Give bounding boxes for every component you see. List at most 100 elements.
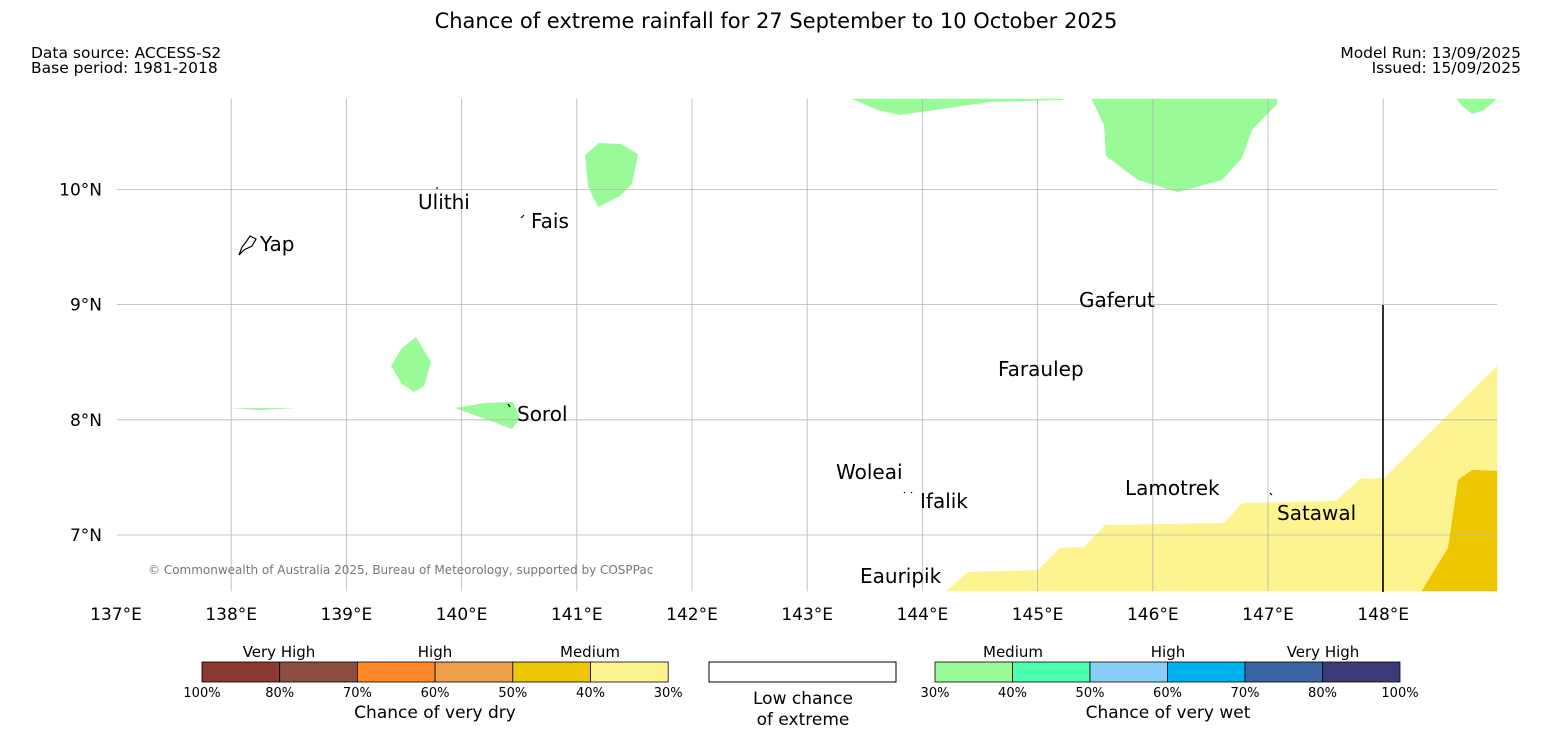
place-label-ulithi: Ulithi: [418, 190, 470, 214]
legend-low-line2: of extreme: [757, 710, 850, 730]
legend-wet-tick: 70%: [1231, 686, 1260, 701]
lat-tick-label: 7°N: [70, 526, 102, 546]
place-label-woleai: Woleai: [836, 460, 903, 484]
legend-wet-swatch: [1322, 661, 1401, 683]
wet-area: [455, 402, 520, 429]
issued-date: Issued: 15/09/2025: [1371, 59, 1521, 77]
legend-dry-tick: 60%: [421, 686, 450, 701]
legend-wet-swatches: [934, 661, 1401, 683]
legend-wet: Medium High Very High 30% 40% 50% 60% 70% 80%…: [921, 643, 1419, 723]
legend-wet-swatch: [1244, 661, 1323, 683]
place-label-satawal: Satawal: [1277, 501, 1356, 525]
legend-dry-header-high: High: [418, 643, 452, 661]
legend-dry-tick: 70%: [343, 686, 372, 701]
legend-dry-tick: 100%: [183, 686, 220, 701]
legend-wet-tick: 30%: [921, 686, 950, 701]
legend-wet-swatch: [1089, 661, 1168, 683]
legend-dry-swatch: [201, 661, 281, 683]
legend-low-chance: Low chance of extreme: [708, 661, 897, 730]
legend-dry-swatch: [434, 661, 514, 683]
place-label-ifalik: Ifalik: [920, 489, 968, 513]
lon-tick-label: 148°E: [1357, 605, 1409, 625]
fais-island-mark: [520, 214, 525, 219]
legend-wet-header-high: High: [1151, 643, 1185, 661]
lon-tick-label: 143°E: [781, 605, 833, 625]
legend-dry-title: Chance of very dry: [354, 703, 516, 723]
lon-tick-label: 146°E: [1127, 605, 1179, 625]
metadata-right: Model Run: 13/09/2025 Issued: 15/09/2025: [1340, 44, 1521, 77]
legend-dry-swatches: [201, 661, 669, 683]
lat-tick-label: 10°N: [59, 180, 102, 200]
legend-wet-swatch: [1167, 661, 1246, 683]
legend-dry-tick: 50%: [498, 686, 527, 701]
wet-area: [1091, 98, 1277, 192]
woleai-island-mark: [903, 491, 913, 494]
legend-wet-tick: 100%: [1381, 686, 1418, 701]
legend-dry-tick: 80%: [265, 686, 294, 701]
latitude-labels: 7°N 8°N 9°N 10°N: [59, 180, 102, 546]
data-source: Data source: ACCESS-S2: [31, 44, 222, 62]
place-label-fais: Fais: [531, 209, 569, 233]
map-title: Chance of extreme rainfall for 27 Septem…: [434, 9, 1118, 33]
place-labels: Yap Ulithi Fais Sorol Gaferut Faraulep W…: [259, 190, 1356, 588]
legend-wet-title: Chance of very wet: [1086, 703, 1251, 723]
legend-wet-tick: 80%: [1308, 686, 1337, 701]
place-label-lamotrek: Lamotrek: [1125, 476, 1220, 500]
legend-dry-ticks: 100% 80% 70% 60% 50% 40% 30%: [183, 686, 682, 701]
map-panel: Yap Ulithi Fais Sorol Gaferut Faraulep W…: [115, 97, 1499, 593]
model-run: Model Run: 13/09/2025: [1340, 44, 1521, 62]
legend-dry-swatch: [512, 661, 591, 683]
place-label-faraulep: Faraulep: [998, 357, 1084, 381]
legend-dry-header-very-high: Very High: [243, 643, 316, 661]
map-frame: [115, 97, 1499, 593]
lon-tick-label: 137°E: [90, 605, 142, 625]
legend-dry-swatch: [356, 661, 436, 683]
legend-wet-ticks: 30% 40% 50% 60% 70% 80% 100%: [921, 686, 1419, 701]
lon-tick-label: 144°E: [897, 605, 949, 625]
legend-low-swatch: [708, 661, 897, 683]
sorol-island-mark: [507, 403, 511, 408]
copyright-notice: © Commonwealth of Australia 2025, Bureau…: [148, 563, 653, 577]
legend-dry-tick: 30%: [654, 686, 683, 701]
lat-tick-label: 9°N: [70, 296, 102, 316]
legend-dry-swatch: [590, 661, 669, 683]
legend-wet-header-very-high: Very High: [1287, 643, 1360, 661]
island-marks: [238, 187, 1273, 496]
base-period: Base period: 1981-2018: [31, 59, 218, 77]
legend-low-line1: Low chance: [753, 689, 853, 709]
lon-tick-label: 138°E: [205, 605, 257, 625]
dry-area-high: [1421, 470, 1498, 592]
satawal-island-mark: [1269, 492, 1273, 496]
yap-island-outline: [238, 235, 257, 256]
wet-area: [391, 337, 431, 392]
wet-area: [1456, 98, 1498, 114]
wet-area: [585, 143, 638, 207]
legend-wet-tick: 60%: [1153, 686, 1182, 701]
lon-tick-label: 139°E: [321, 605, 373, 625]
place-label-eauripik: Eauripik: [860, 564, 942, 588]
place-label-sorol: Sorol: [517, 402, 568, 426]
lon-tick-label: 141°E: [551, 605, 603, 625]
lat-tick-label: 8°N: [70, 411, 102, 431]
legend-wet-tick: 40%: [998, 686, 1027, 701]
wet-area: [850, 98, 1063, 115]
lon-tick-label: 145°E: [1012, 605, 1064, 625]
lon-tick-label: 140°E: [436, 605, 488, 625]
place-label-gaferut: Gaferut: [1079, 288, 1155, 312]
legend-dry-tick: 40%: [576, 686, 605, 701]
legend-dry-header-medium: Medium: [560, 643, 620, 661]
wet-areas: [230, 98, 1498, 429]
wet-area: [230, 408, 296, 410]
longitude-labels: 137°E 138°E 139°E 140°E 141°E 142°E 143°E 144°E…: [90, 605, 1409, 625]
legend-wet-tick: 50%: [1076, 686, 1105, 701]
legend-wet-swatch: [934, 661, 1013, 683]
lon-tick-label: 147°E: [1242, 605, 1294, 625]
legend-dry-swatch: [279, 661, 358, 683]
place-label-yap: Yap: [259, 232, 294, 256]
metadata-left: Data source: ACCESS-S2 Base period: 1981…: [31, 44, 222, 77]
legend-wet-swatch: [1012, 661, 1091, 683]
legend-wet-header-medium: Medium: [983, 643, 1043, 661]
lon-tick-label: 142°E: [666, 605, 718, 625]
legend-dry: Very High High Medium 100% 80% 70% 60% 50% 40…: [183, 643, 682, 723]
